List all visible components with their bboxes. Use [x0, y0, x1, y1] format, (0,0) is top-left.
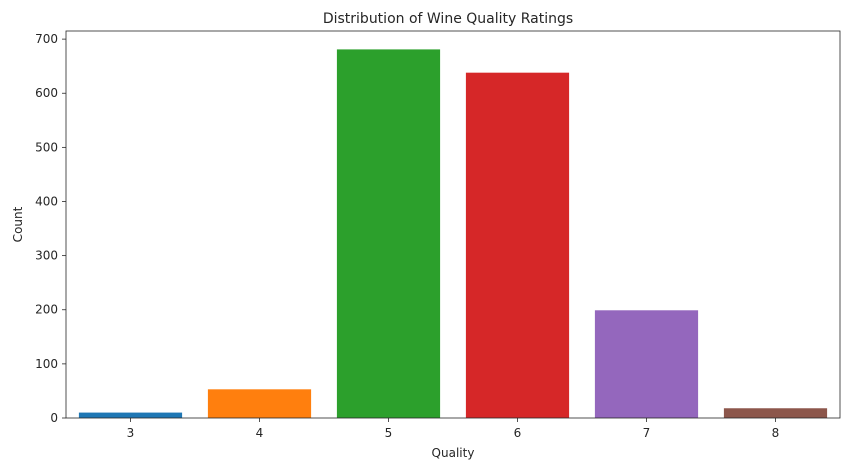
bar-quality-4 [207, 389, 312, 418]
bar-quality-8 [723, 408, 828, 418]
x-tick-label: 3 [127, 426, 135, 440]
plot-frame [65, 30, 841, 419]
y-tick-label: 400 [35, 194, 58, 208]
x-tick-label: 5 [385, 426, 393, 440]
y-tick-label: 100 [35, 357, 58, 371]
y-tick-label: 700 [35, 32, 58, 46]
bar-quality-6 [465, 72, 570, 418]
x-tick-label: 4 [256, 426, 264, 440]
bar-quality-7 [594, 310, 699, 418]
x-axis-label: Quality [432, 446, 475, 460]
x-axis-ticks: 3 4 5 6 7 8 [127, 418, 780, 440]
y-axis-label: Count [11, 206, 25, 242]
y-tick-label: 0 [50, 411, 58, 425]
x-tick-label: 6 [514, 426, 522, 440]
x-tick-label: 7 [643, 426, 651, 440]
y-axis-ticks: 0 100 200 300 400 500 600 700 [35, 32, 66, 425]
y-tick-label: 500 [35, 140, 58, 154]
chart-title: Distribution of Wine Quality Ratings [323, 11, 573, 27]
y-tick-label: 600 [35, 86, 58, 100]
bars-layer [78, 49, 828, 418]
bar-quality-5 [336, 49, 441, 418]
bar-quality-3 [78, 412, 183, 418]
y-tick-label: 200 [35, 303, 58, 317]
x-tick-label: 8 [772, 426, 780, 440]
y-tick-label: 300 [35, 249, 58, 263]
